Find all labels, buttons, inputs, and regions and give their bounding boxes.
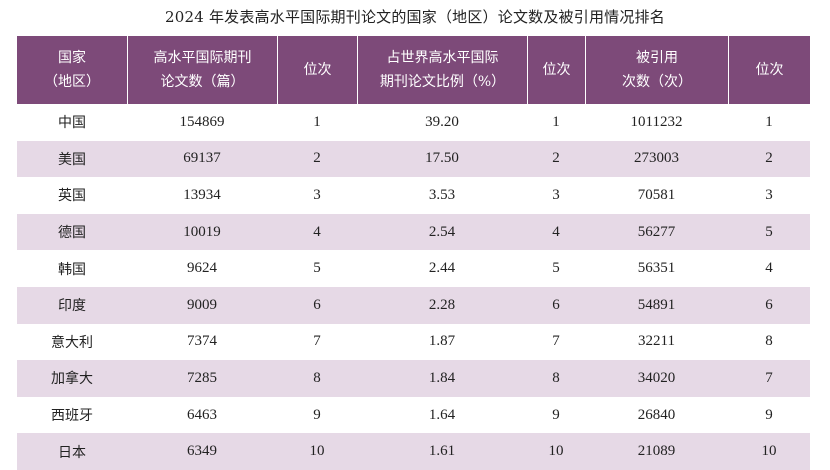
header-rank-citations: 位次 [728,36,810,104]
cell-rank-citations: 5 [728,213,810,251]
cell-citations: 56277 [585,213,728,251]
cell-citations: 34020 [585,360,728,397]
cell-share: 1.84 [357,360,527,397]
cell-share: 2.54 [357,213,527,251]
header-papers: 高水平国际期刊 论文数（篇） [127,36,277,104]
cell-rank-share: 9 [527,396,585,434]
cell-papers: 6463 [127,396,277,434]
cell-country: 日本 [17,433,127,470]
cell-rank-citations: 1 [728,104,810,141]
cell-citations: 1011232 [585,104,728,141]
cell-share: 17.50 [357,140,527,178]
table-row: 中国 154869 1 39.20 1 1011232 1 [17,104,810,141]
table-row: 英国 13934 3 3.53 3 70581 3 [17,177,810,214]
table-row: 美国 69137 2 17.50 2 273003 2 [17,140,810,178]
cell-share: 2.44 [357,250,527,287]
cell-rank-share: 10 [527,433,585,470]
cell-share: 1.64 [357,396,527,434]
cell-rank-citations: 4 [728,250,810,287]
cell-share: 39.20 [357,104,527,141]
cell-rank-share: 6 [527,286,585,324]
table-row: 加拿大 7285 8 1.84 8 34020 7 [17,360,810,397]
cell-papers: 6349 [127,433,277,470]
ranking-table: 国家 （地区） 高水平国际期刊 论文数（篇） 位次 占世界高水平国际 期刊论文比例（%… [17,36,810,470]
cell-citations: 32211 [585,323,728,361]
cell-country: 韩国 [17,250,127,287]
cell-country: 德国 [17,213,127,251]
header-rank-papers: 位次 [277,36,357,104]
cell-share: 1.61 [357,433,527,470]
cell-papers: 7285 [127,360,277,397]
cell-country: 印度 [17,286,127,324]
cell-papers: 9009 [127,286,277,324]
cell-rank-papers: 6 [277,286,357,324]
cell-rank-papers: 10 [277,433,357,470]
header-row: 国家 （地区） 高水平国际期刊 论文数（篇） 位次 占世界高水平国际 期刊论文比例（%… [17,36,810,104]
cell-rank-citations: 8 [728,323,810,361]
cell-country: 英国 [17,177,127,214]
cell-rank-share: 8 [527,360,585,397]
cell-country: 意大利 [17,323,127,361]
cell-rank-citations: 9 [728,396,810,434]
cell-rank-citations: 7 [728,360,810,397]
cell-citations: 26840 [585,396,728,434]
cell-rank-papers: 7 [277,323,357,361]
table-row: 日本 6349 10 1.61 10 21089 10 [17,433,810,470]
cell-papers: 154869 [127,104,277,141]
cell-rank-papers: 1 [277,104,357,141]
cell-rank-share: 3 [527,177,585,214]
table-title: 2024 年发表高水平国际期刊论文的国家（地区）论文数及被引用情况排名 [165,8,665,26]
cell-rank-share: 7 [527,323,585,361]
cell-papers: 13934 [127,177,277,214]
cell-citations: 56351 [585,250,728,287]
cell-rank-papers: 3 [277,177,357,214]
cell-rank-papers: 2 [277,140,357,178]
cell-rank-citations: 10 [728,433,810,470]
cell-country: 西班牙 [17,396,127,434]
cell-rank-share: 4 [527,213,585,251]
cell-rank-citations: 3 [728,177,810,214]
cell-papers: 69137 [127,140,277,178]
cell-share: 2.28 [357,286,527,324]
cell-rank-papers: 4 [277,213,357,251]
cell-share: 1.87 [357,323,527,361]
cell-rank-papers: 9 [277,396,357,434]
cell-rank-share: 5 [527,250,585,287]
table-row: 韩国 9624 5 2.44 5 56351 4 [17,250,810,287]
cell-country: 美国 [17,140,127,178]
header-rank-share: 位次 [527,36,585,104]
header-citations: 被引用 次数（次） [585,36,728,104]
cell-citations: 54891 [585,286,728,324]
cell-papers: 7374 [127,323,277,361]
cell-rank-share: 1 [527,104,585,141]
cell-citations: 273003 [585,140,728,178]
cell-rank-citations: 6 [728,286,810,324]
cell-rank-share: 2 [527,140,585,178]
table-row: 西班牙 6463 9 1.64 9 26840 9 [17,396,810,434]
cell-papers: 9624 [127,250,277,287]
header-country: 国家 （地区） [17,36,127,104]
cell-country: 加拿大 [17,360,127,397]
cell-country: 中国 [17,104,127,141]
cell-rank-citations: 2 [728,140,810,178]
cell-papers: 10019 [127,213,277,251]
cell-rank-papers: 5 [277,250,357,287]
cell-rank-papers: 8 [277,360,357,397]
cell-share: 3.53 [357,177,527,214]
table-row: 意大利 7374 7 1.87 7 32211 8 [17,323,810,361]
table-row: 德国 10019 4 2.54 4 56277 5 [17,213,810,251]
cell-citations: 70581 [585,177,728,214]
cell-citations: 21089 [585,433,728,470]
table-row: 印度 9009 6 2.28 6 54891 6 [17,286,810,324]
header-share: 占世界高水平国际 期刊论文比例（%） [357,36,527,104]
